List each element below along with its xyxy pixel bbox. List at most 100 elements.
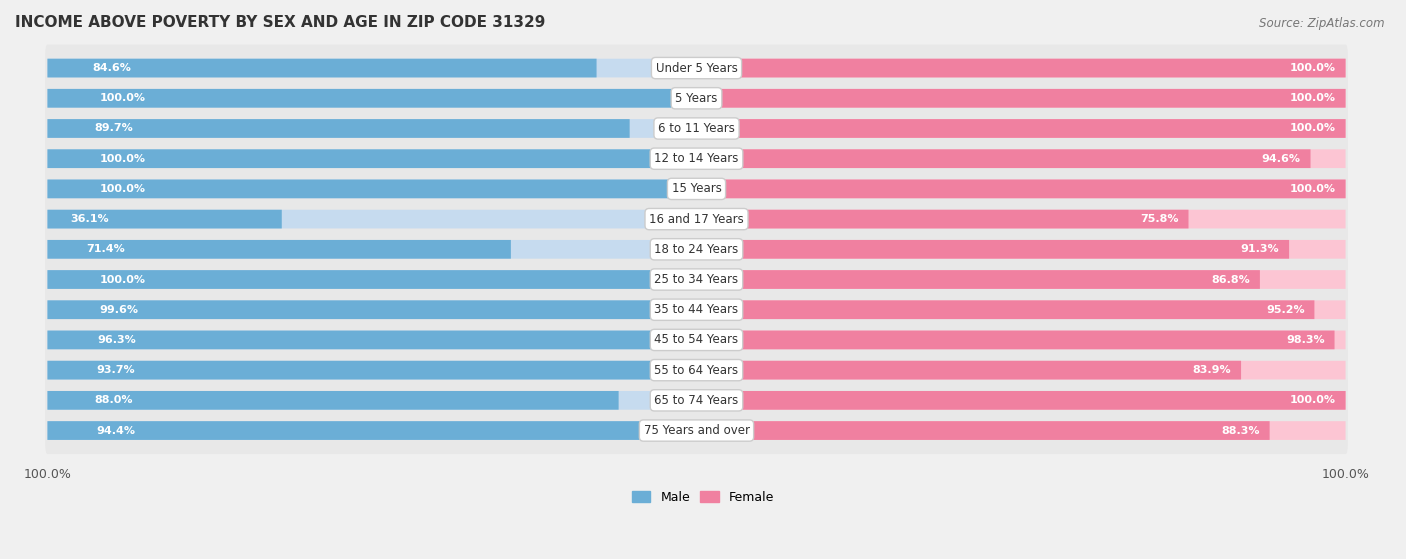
FancyBboxPatch shape — [696, 210, 1188, 229]
Text: 100.0%: 100.0% — [1289, 184, 1336, 194]
FancyBboxPatch shape — [696, 119, 1346, 138]
FancyBboxPatch shape — [48, 240, 696, 259]
FancyBboxPatch shape — [696, 210, 1346, 229]
FancyBboxPatch shape — [48, 149, 696, 168]
FancyBboxPatch shape — [48, 89, 696, 108]
FancyBboxPatch shape — [45, 407, 1348, 454]
FancyBboxPatch shape — [48, 330, 696, 349]
FancyBboxPatch shape — [696, 240, 1346, 259]
FancyBboxPatch shape — [45, 347, 1348, 394]
Text: 6 to 11 Years: 6 to 11 Years — [658, 122, 735, 135]
Text: 71.4%: 71.4% — [86, 244, 125, 254]
FancyBboxPatch shape — [48, 361, 696, 380]
FancyBboxPatch shape — [48, 270, 696, 289]
FancyBboxPatch shape — [45, 105, 1348, 152]
FancyBboxPatch shape — [48, 391, 619, 410]
Text: 12 to 14 Years: 12 to 14 Years — [654, 152, 738, 165]
Text: 100.0%: 100.0% — [100, 93, 145, 103]
Text: 89.7%: 89.7% — [94, 124, 134, 134]
FancyBboxPatch shape — [45, 256, 1348, 303]
Text: 83.9%: 83.9% — [1192, 365, 1232, 375]
FancyBboxPatch shape — [696, 330, 1334, 349]
Text: 100.0%: 100.0% — [100, 274, 145, 285]
FancyBboxPatch shape — [45, 135, 1348, 182]
FancyBboxPatch shape — [696, 421, 1270, 440]
FancyBboxPatch shape — [696, 89, 1346, 108]
Text: 100.0%: 100.0% — [1289, 93, 1336, 103]
FancyBboxPatch shape — [45, 377, 1348, 424]
FancyBboxPatch shape — [45, 196, 1348, 243]
Text: 95.2%: 95.2% — [1265, 305, 1305, 315]
FancyBboxPatch shape — [45, 45, 1348, 92]
Text: INCOME ABOVE POVERTY BY SEX AND AGE IN ZIP CODE 31329: INCOME ABOVE POVERTY BY SEX AND AGE IN Z… — [15, 15, 546, 30]
FancyBboxPatch shape — [48, 270, 696, 289]
FancyBboxPatch shape — [48, 89, 696, 108]
FancyBboxPatch shape — [696, 149, 1310, 168]
Text: 36.1%: 36.1% — [70, 214, 110, 224]
FancyBboxPatch shape — [48, 361, 655, 380]
Text: 35 to 44 Years: 35 to 44 Years — [654, 303, 738, 316]
FancyBboxPatch shape — [696, 270, 1346, 289]
FancyBboxPatch shape — [696, 330, 1346, 349]
FancyBboxPatch shape — [45, 165, 1348, 212]
Text: 96.3%: 96.3% — [97, 335, 136, 345]
Text: 93.7%: 93.7% — [97, 365, 135, 375]
FancyBboxPatch shape — [45, 286, 1348, 333]
FancyBboxPatch shape — [48, 421, 696, 440]
FancyBboxPatch shape — [696, 391, 1346, 410]
Text: 86.8%: 86.8% — [1212, 274, 1250, 285]
Text: 55 to 64 Years: 55 to 64 Years — [654, 364, 738, 377]
FancyBboxPatch shape — [696, 149, 1346, 168]
Text: 75 Years and over: 75 Years and over — [644, 424, 749, 437]
FancyBboxPatch shape — [696, 59, 1346, 78]
FancyBboxPatch shape — [45, 226, 1348, 273]
Text: 65 to 74 Years: 65 to 74 Years — [654, 394, 738, 407]
Text: 18 to 24 Years: 18 to 24 Years — [654, 243, 738, 256]
FancyBboxPatch shape — [48, 391, 696, 410]
Text: 5 Years: 5 Years — [675, 92, 717, 105]
FancyBboxPatch shape — [48, 149, 696, 168]
FancyBboxPatch shape — [48, 300, 695, 319]
FancyBboxPatch shape — [696, 270, 1260, 289]
FancyBboxPatch shape — [696, 179, 1346, 198]
FancyBboxPatch shape — [696, 240, 1289, 259]
Text: 94.6%: 94.6% — [1261, 154, 1301, 164]
FancyBboxPatch shape — [696, 300, 1346, 319]
Text: Under 5 Years: Under 5 Years — [655, 61, 737, 74]
Text: 75.8%: 75.8% — [1140, 214, 1178, 224]
Text: 100.0%: 100.0% — [1289, 395, 1336, 405]
FancyBboxPatch shape — [48, 179, 696, 198]
Text: 91.3%: 91.3% — [1240, 244, 1279, 254]
Text: 88.3%: 88.3% — [1222, 425, 1260, 435]
FancyBboxPatch shape — [48, 59, 596, 78]
Text: Source: ZipAtlas.com: Source: ZipAtlas.com — [1260, 17, 1385, 30]
FancyBboxPatch shape — [696, 59, 1346, 78]
FancyBboxPatch shape — [48, 119, 696, 138]
Text: 15 Years: 15 Years — [672, 182, 721, 196]
FancyBboxPatch shape — [696, 361, 1346, 380]
FancyBboxPatch shape — [48, 210, 696, 229]
FancyBboxPatch shape — [696, 89, 1346, 108]
FancyBboxPatch shape — [45, 316, 1348, 363]
FancyBboxPatch shape — [696, 361, 1241, 380]
FancyBboxPatch shape — [48, 421, 661, 440]
FancyBboxPatch shape — [48, 179, 696, 198]
FancyBboxPatch shape — [48, 300, 696, 319]
Legend: Male, Female: Male, Female — [627, 486, 779, 509]
FancyBboxPatch shape — [696, 300, 1315, 319]
Text: 100.0%: 100.0% — [100, 154, 145, 164]
FancyBboxPatch shape — [696, 391, 1346, 410]
FancyBboxPatch shape — [696, 119, 1346, 138]
FancyBboxPatch shape — [48, 59, 696, 78]
Text: 94.4%: 94.4% — [97, 425, 136, 435]
FancyBboxPatch shape — [48, 210, 281, 229]
Text: 16 and 17 Years: 16 and 17 Years — [650, 212, 744, 226]
FancyBboxPatch shape — [696, 179, 1346, 198]
FancyBboxPatch shape — [48, 330, 672, 349]
Text: 100.0%: 100.0% — [1289, 124, 1336, 134]
Text: 84.6%: 84.6% — [93, 63, 131, 73]
FancyBboxPatch shape — [696, 421, 1346, 440]
Text: 98.3%: 98.3% — [1286, 335, 1324, 345]
Text: 88.0%: 88.0% — [94, 395, 132, 405]
FancyBboxPatch shape — [48, 119, 630, 138]
